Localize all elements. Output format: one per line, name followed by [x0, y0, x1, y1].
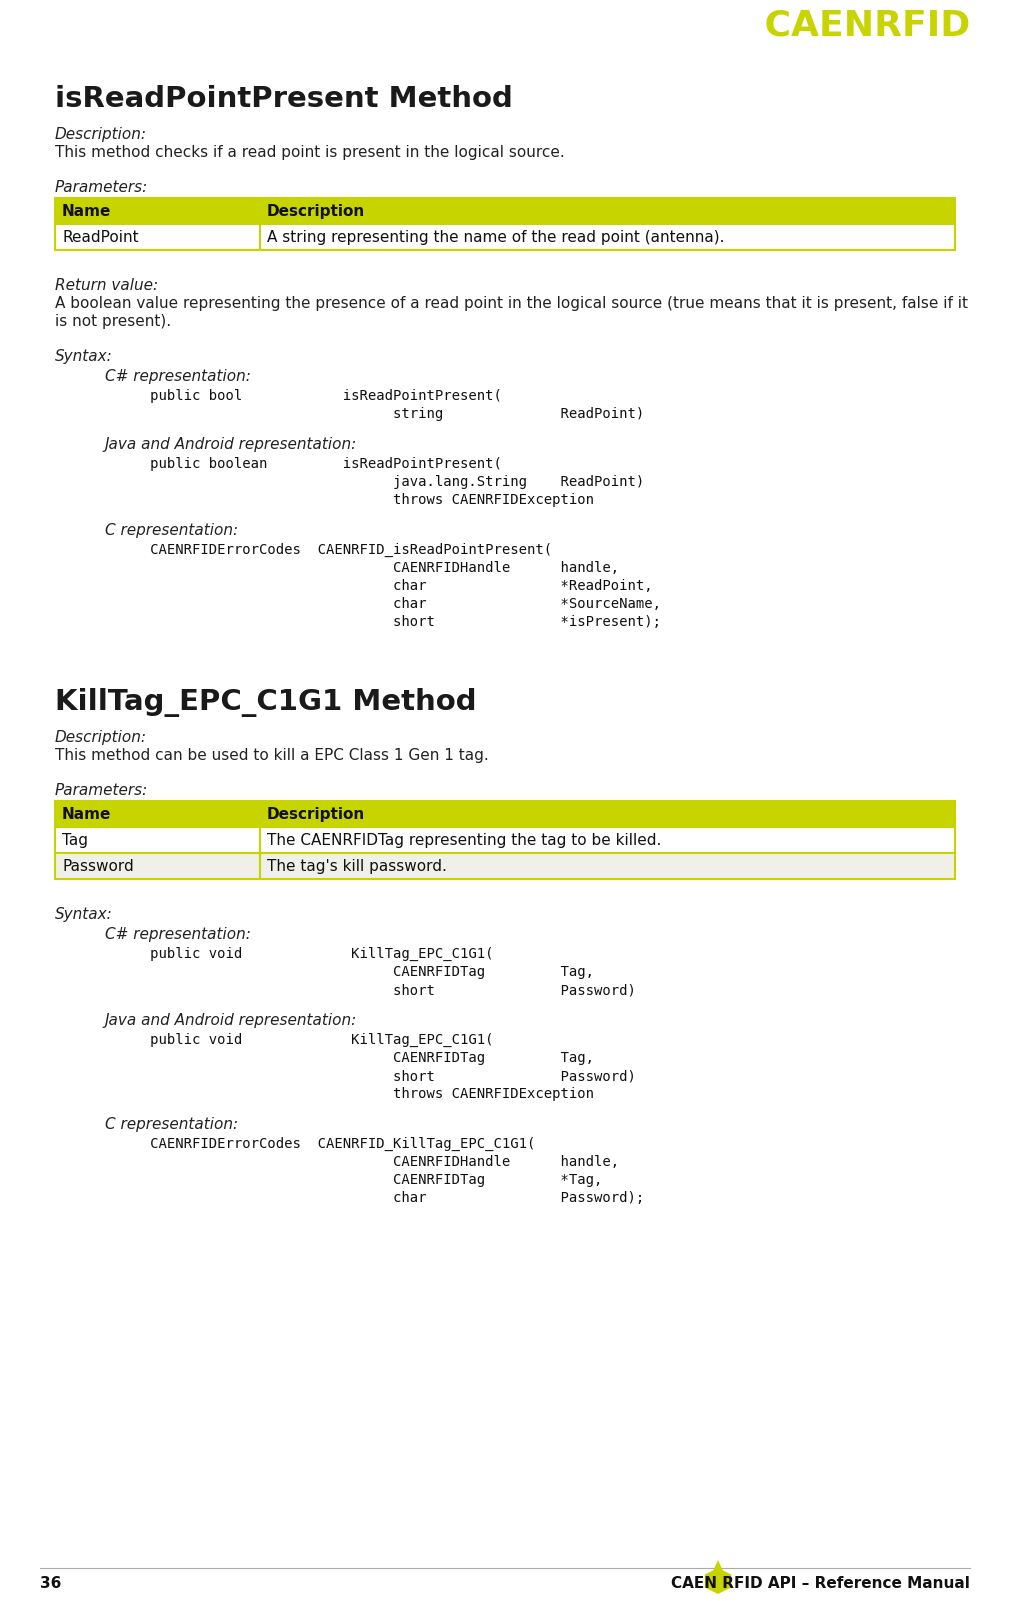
Text: Description:: Description:	[55, 126, 147, 142]
Text: public bool            isReadPointPresent(: public bool isReadPointPresent(	[125, 389, 502, 403]
Text: Description: Description	[267, 807, 366, 821]
Text: short               Password): short Password)	[125, 1069, 636, 1082]
Text: C# representation:: C# representation:	[105, 368, 250, 384]
Text: C representation:: C representation:	[105, 524, 238, 538]
Text: CAENRFIDErrorCodes  CAENRFID_KillTag_EPC_C1G1(: CAENRFIDErrorCodes CAENRFID_KillTag_EPC_…	[125, 1137, 535, 1151]
Text: short               Password): short Password)	[125, 983, 636, 997]
Text: This method checks if a read point is present in the logical source.: This method checks if a read point is pr…	[55, 146, 565, 160]
FancyBboxPatch shape	[55, 800, 955, 828]
Text: Syntax:: Syntax:	[55, 349, 113, 363]
FancyBboxPatch shape	[55, 853, 955, 879]
Text: Parameters:: Parameters:	[55, 179, 148, 195]
Text: Return value:: Return value:	[55, 279, 159, 293]
Text: ReadPoint: ReadPoint	[62, 229, 138, 245]
Text: Description:: Description:	[55, 730, 147, 744]
Text: The tag's kill password.: The tag's kill password.	[267, 858, 446, 874]
Text: is not present).: is not present).	[55, 314, 171, 328]
Text: Syntax:: Syntax:	[55, 908, 113, 922]
Text: CAENRFIDHandle      handle,: CAENRFIDHandle handle,	[125, 1154, 619, 1169]
Text: R: R	[712, 10, 726, 27]
Text: Java and Android representation:: Java and Android representation:	[105, 437, 358, 451]
Text: 36: 36	[40, 1575, 62, 1591]
Text: KillTag_EPC_C1G1 Method: KillTag_EPC_C1G1 Method	[55, 688, 477, 717]
Text: java.lang.String    ReadPoint): java.lang.String ReadPoint)	[125, 475, 644, 488]
Text: Name: Name	[62, 807, 111, 821]
Text: CAENRFIDTag         Tag,: CAENRFIDTag Tag,	[125, 965, 594, 978]
Text: throws CAENRFIDException: throws CAENRFIDException	[125, 493, 594, 508]
Text: CAEN RFID API – Reference Manual: CAEN RFID API – Reference Manual	[671, 1575, 970, 1591]
Text: throws CAENRFIDException: throws CAENRFIDException	[125, 1087, 594, 1101]
FancyBboxPatch shape	[55, 828, 955, 853]
Text: char                *ReadPoint,: char *ReadPoint,	[125, 580, 652, 592]
Text: char                *SourceName,: char *SourceName,	[125, 597, 661, 612]
Text: char                Password);: char Password);	[125, 1191, 644, 1206]
Text: CAENRFIDTag         *Tag,: CAENRFIDTag *Tag,	[125, 1174, 602, 1186]
Polygon shape	[705, 1567, 731, 1595]
Text: Name: Name	[62, 203, 111, 218]
FancyBboxPatch shape	[55, 224, 955, 250]
Text: Parameters:: Parameters:	[55, 783, 148, 797]
FancyBboxPatch shape	[55, 199, 955, 224]
Text: CAENRFIDErrorCodes  CAENRFID_isReadPointPresent(: CAENRFIDErrorCodes CAENRFID_isReadPointP…	[125, 543, 552, 557]
Text: CAENRFIDHandle      handle,: CAENRFIDHandle handle,	[125, 560, 619, 575]
Text: The CAENRFIDTag representing the tag to be killed.: The CAENRFIDTag representing the tag to …	[267, 833, 662, 847]
Text: A string representing the name of the read point (antenna).: A string representing the name of the re…	[267, 229, 724, 245]
Text: Tag: Tag	[62, 833, 88, 847]
Polygon shape	[711, 1559, 724, 1574]
Text: public boolean         isReadPointPresent(: public boolean isReadPointPresent(	[125, 456, 502, 471]
Text: C# representation:: C# representation:	[105, 927, 250, 941]
Text: This method can be used to kill a EPC Class 1 Gen 1 tag.: This method can be used to kill a EPC Cl…	[55, 748, 489, 764]
Text: Description: Description	[267, 203, 366, 218]
Text: Password: Password	[62, 858, 133, 874]
Text: public void             KillTag_EPC_C1G1(: public void KillTag_EPC_C1G1(	[125, 948, 494, 961]
Text: A boolean value representing the presence of a read point in the logical source : A boolean value representing the presenc…	[55, 296, 968, 311]
Text: Java and Android representation:: Java and Android representation:	[105, 1013, 358, 1028]
Text: isReadPointPresent Method: isReadPointPresent Method	[55, 85, 513, 114]
Text: CAENRFID: CAENRFID	[751, 8, 970, 42]
Text: CAENRFIDTag         Tag,: CAENRFIDTag Tag,	[125, 1050, 594, 1065]
Text: C representation:: C representation:	[105, 1117, 238, 1132]
Text: public void             KillTag_EPC_C1G1(: public void KillTag_EPC_C1G1(	[125, 1033, 494, 1047]
Text: string              ReadPoint): string ReadPoint)	[125, 407, 644, 421]
Text: short               *isPresent);: short *isPresent);	[125, 615, 661, 629]
